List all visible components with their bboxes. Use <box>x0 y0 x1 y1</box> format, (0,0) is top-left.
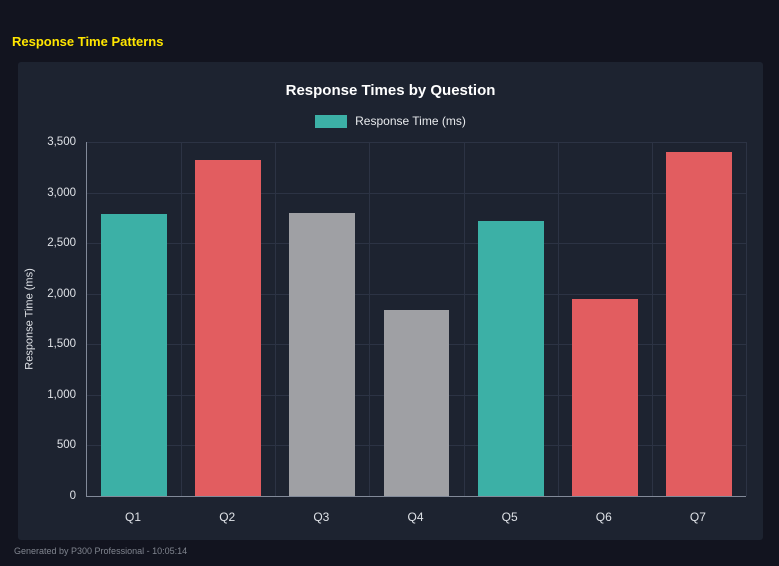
x-tick-label: Q2 <box>219 510 236 524</box>
gridline-vertical <box>746 142 747 496</box>
bar-Q1[interactable] <box>101 213 167 496</box>
gridline-horizontal <box>87 293 746 295</box>
bar-Q4[interactable] <box>383 309 450 496</box>
bar-Q2[interactable] <box>195 160 262 496</box>
y-tick-label: 1,500 <box>47 338 76 351</box>
x-tick-label: Q6 <box>595 510 612 524</box>
legend-swatch <box>315 114 348 128</box>
gridline-vertical <box>181 142 183 496</box>
y-tick-label: 1,000 <box>47 388 76 401</box>
y-axis-title: Response Time (ms) <box>24 268 37 370</box>
x-tick-label: Q4 <box>407 510 424 524</box>
gridline-vertical <box>275 142 277 496</box>
bar-Q7[interactable] <box>665 152 732 496</box>
chart-panel: Response Times by Question Response Time… <box>18 62 763 540</box>
x-tick-label: Q5 <box>501 510 518 524</box>
gridline-horizontal <box>87 142 746 143</box>
plot-area <box>86 142 747 497</box>
page-title: Response Time Patterns <box>12 34 164 49</box>
bar-Q3[interactable] <box>289 212 356 496</box>
chart-title: Response Times by Question <box>285 82 496 99</box>
legend-label: Response Time (ms) <box>355 114 466 128</box>
gridline-horizontal <box>87 192 746 194</box>
footer-note: Generated by P300 Professional - 10:05:1… <box>14 546 188 556</box>
y-tick-label: 500 <box>56 439 76 452</box>
legend[interactable]: Response Time (ms) <box>18 114 763 128</box>
y-tick-label: 3,000 <box>47 186 76 199</box>
x-tick-label: Q3 <box>313 510 330 524</box>
gridline-vertical <box>557 142 559 496</box>
bar-Q5[interactable] <box>477 220 544 496</box>
gridline-vertical <box>369 142 371 496</box>
gridline-vertical <box>651 142 653 496</box>
gridline-vertical <box>463 142 465 496</box>
gridline-horizontal <box>87 243 746 245</box>
x-tick-label: Q1 <box>125 510 142 524</box>
x-tick-label: Q7 <box>689 510 706 524</box>
y-tick-label: 2,500 <box>47 237 76 250</box>
y-tick-label: 3,500 <box>47 136 76 148</box>
bar-Q6[interactable] <box>571 298 638 496</box>
y-tick-label: 2,000 <box>47 287 76 300</box>
y-tick-label: 0 <box>69 490 76 502</box>
